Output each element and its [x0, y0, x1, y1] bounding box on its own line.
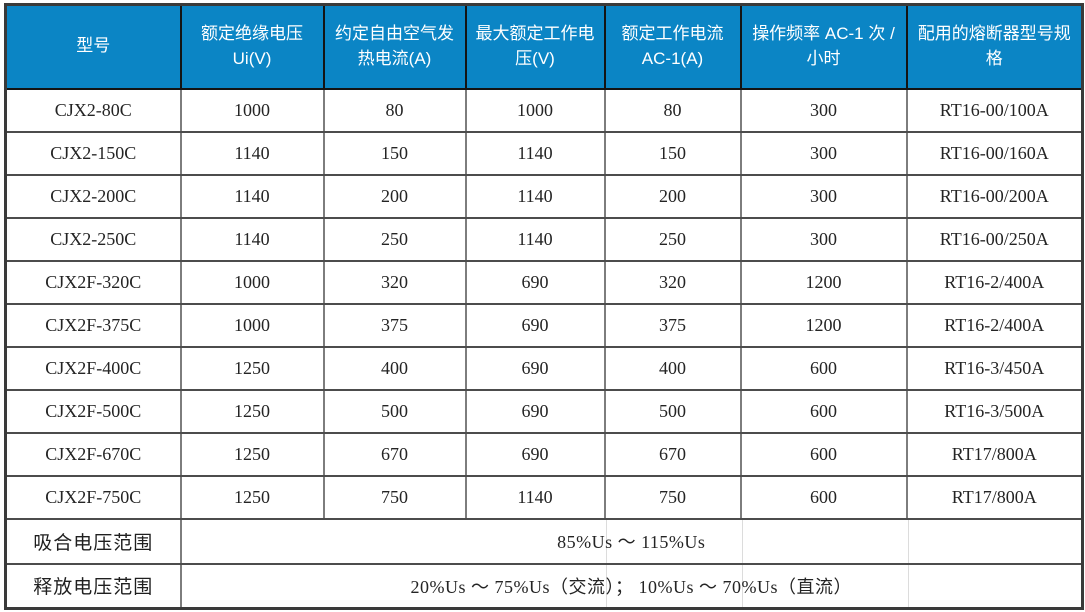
table-row: CJX2-80C 1000 80 1000 80 300 RT16-00/100…	[4, 87, 1084, 133]
table-cell: 690	[464, 431, 606, 477]
table-cell: 250	[603, 216, 742, 262]
table-cell: 1140	[179, 216, 325, 262]
table-cell: 80	[603, 87, 742, 133]
cell-model: CJX2-250C	[4, 216, 182, 262]
release-voltage-row: 释放电压范围 20%Us ～ 75%Us（交流）； 10%Us ～ 70%Us（…	[4, 562, 1084, 610]
col-header-rated-insulation-voltage: 额定绝缘电压 Ui(V)	[179, 3, 325, 90]
table-row: CJX2F-320C 1000 320 690 320 1200 RT16-2/…	[4, 259, 1084, 305]
table-cell: 670	[322, 431, 467, 477]
table-cell: RT16-00/200A	[905, 173, 1084, 219]
table-cell: 375	[322, 302, 467, 348]
table-row: CJX2F-500C 1250 500 690 500 600 RT16-3/5…	[4, 388, 1084, 434]
col-header-fuse-type: 配用的熔断器型号规格	[905, 3, 1084, 90]
table-cell: 500	[603, 388, 742, 434]
table-cell: 1200	[739, 302, 908, 348]
table-cell: 670	[603, 431, 742, 477]
table-cell: 690	[464, 302, 606, 348]
pickup-voltage-range-value: 85%Us ～ 115%Us	[179, 517, 1084, 565]
table-row: CJX2-250C 1140 250 1140 250 300 RT16-00/…	[4, 216, 1084, 262]
table-cell: 690	[464, 259, 606, 305]
cell-model: CJX2F-670C	[4, 431, 182, 477]
table-cell: 750	[322, 474, 467, 520]
table-cell: 690	[464, 388, 606, 434]
table-cell: 200	[322, 173, 467, 219]
table-cell: RT16-3/500A	[905, 388, 1084, 434]
table-cell: 1140	[464, 173, 606, 219]
table-cell: 300	[739, 87, 908, 133]
table-cell: 80	[322, 87, 467, 133]
table-cell: 300	[739, 173, 908, 219]
table-cell: 1000	[179, 302, 325, 348]
cell-model: CJX2-150C	[4, 130, 182, 176]
table-cell: 600	[739, 474, 908, 520]
table-cell: RT16-00/250A	[905, 216, 1084, 262]
cell-model: CJX2F-320C	[4, 259, 182, 305]
pickup-voltage-range-label: 吸合电压范围	[4, 517, 182, 565]
cell-model: CJX2-80C	[4, 87, 182, 133]
table-cell: 320	[322, 259, 467, 305]
table-cell: 1250	[179, 474, 325, 520]
col-header-free-air-thermal-current: 约定自由空气发热电流(A)	[322, 3, 467, 90]
table-cell: 300	[739, 130, 908, 176]
table-cell: 400	[322, 345, 467, 391]
col-header-operating-frequency: 操作频率 AC-1 次 / 小时	[739, 3, 908, 90]
table-cell: 1000	[179, 87, 325, 133]
table-cell: 600	[739, 431, 908, 477]
table-cell: 1140	[464, 474, 606, 520]
table-row: CJX2F-400C 1250 400 690 400 600 RT16-3/4…	[4, 345, 1084, 391]
table-cell: RT16-00/100A	[905, 87, 1084, 133]
table-cell: 600	[739, 345, 908, 391]
table-row: CJX2F-750C 1250 750 1140 750 600 RT17/80…	[4, 474, 1084, 520]
release-voltage-range-value: 20%Us ～ 75%Us（交流）； 10%Us ～ 70%Us（直流）	[179, 562, 1084, 610]
table-cell: 250	[322, 216, 467, 262]
table-cell: 320	[603, 259, 742, 305]
col-header-model: 型号	[4, 3, 182, 90]
table-cell: 1140	[464, 216, 606, 262]
table-cell: 1250	[179, 431, 325, 477]
contactor-spec-table: 型号 额定绝缘电压 Ui(V) 约定自由空气发热电流(A) 最大额定工作电压(V…	[4, 3, 1084, 610]
cell-model: CJX2F-400C	[4, 345, 182, 391]
table-cell: RT17/800A	[905, 474, 1084, 520]
table-cell: 1250	[179, 345, 325, 391]
col-header-max-rated-working-voltage: 最大额定工作电压(V)	[464, 3, 606, 90]
table-row: CJX2-200C 1140 200 1140 200 300 RT16-00/…	[4, 173, 1084, 219]
table-row: CJX2F-670C 1250 670 690 670 600 RT17/800…	[4, 431, 1084, 477]
table-cell: 150	[322, 130, 467, 176]
table-cell: 300	[739, 216, 908, 262]
cell-model: CJX2F-500C	[4, 388, 182, 434]
header-row: 型号 额定绝缘电压 Ui(V) 约定自由空气发热电流(A) 最大额定工作电压(V…	[4, 3, 1084, 90]
table-cell: 1250	[179, 388, 325, 434]
table-cell: RT16-00/160A	[905, 130, 1084, 176]
table-cell: RT16-2/400A	[905, 302, 1084, 348]
table-cell: 600	[739, 388, 908, 434]
cell-model: CJX2F-750C	[4, 474, 182, 520]
table-row: CJX2F-375C 1000 375 690 375 1200 RT16-2/…	[4, 302, 1084, 348]
table-cell: RT17/800A	[905, 431, 1084, 477]
table-cell: 400	[603, 345, 742, 391]
table-cell: 200	[603, 173, 742, 219]
table-cell: RT16-3/450A	[905, 345, 1084, 391]
table-cell: 1000	[464, 87, 606, 133]
pickup-voltage-row: 吸合电压范围 85%Us ～ 115%Us	[4, 517, 1084, 565]
cell-model: CJX2-200C	[4, 173, 182, 219]
col-header-rated-working-current-ac1: 额定工作电流 AC-1(A)	[603, 3, 742, 90]
release-voltage-range-label: 释放电压范围	[4, 562, 182, 610]
table-cell: 750	[603, 474, 742, 520]
table-cell: 1140	[464, 130, 606, 176]
table-row: CJX2-150C 1140 150 1140 150 300 RT16-00/…	[4, 130, 1084, 176]
table-cell: 1140	[179, 130, 325, 176]
cell-model: CJX2F-375C	[4, 302, 182, 348]
table-cell: 375	[603, 302, 742, 348]
table-cell: 1000	[179, 259, 325, 305]
table-cell: 500	[322, 388, 467, 434]
table-cell: RT16-2/400A	[905, 259, 1084, 305]
table-cell: 1200	[739, 259, 908, 305]
table-cell: 1140	[179, 173, 325, 219]
table-cell: 690	[464, 345, 606, 391]
table-cell: 150	[603, 130, 742, 176]
